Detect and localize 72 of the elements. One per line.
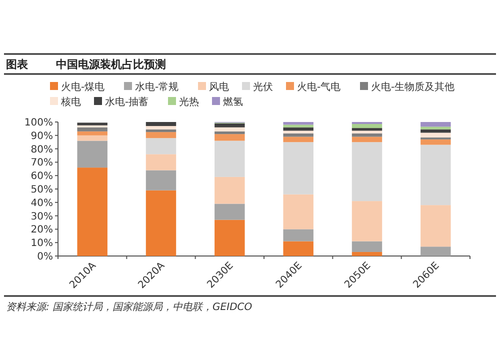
bar [146, 122, 176, 126]
bar [214, 204, 245, 220]
bar [146, 154, 176, 170]
bar [214, 176, 245, 204]
bar [214, 127, 245, 132]
bar [146, 126, 176, 130]
bar [352, 130, 382, 134]
legend-label: 光热 [179, 96, 199, 108]
bar [420, 144, 451, 206]
bar [352, 201, 382, 242]
bar [352, 142, 382, 202]
legend-label: 火电-煤电 [61, 81, 105, 93]
legend-label: 火电-生物质及其他 [371, 81, 455, 93]
bar [214, 140, 245, 177]
text: 图表 [6, 58, 29, 71]
legend-label: 燃氢 [223, 96, 243, 108]
bar [420, 246, 451, 256]
legend-label: 光伏 [253, 81, 273, 93]
y-tick-label: 20% [30, 224, 53, 236]
bar [214, 123, 245, 128]
bar [283, 124, 314, 128]
chart-title: 中国电源装机占比预测 [56, 58, 166, 71]
bar [214, 134, 245, 141]
legend-label: 核电 [60, 96, 81, 108]
y-tick-label: 30% [30, 211, 53, 222]
bar [420, 122, 451, 127]
bar [420, 132, 451, 138]
bar [283, 136, 314, 142]
bar [146, 138, 176, 154]
bar [283, 241, 314, 256]
y-tick-label: 60% [30, 171, 53, 182]
y-tick-label: 0% [37, 252, 53, 262]
bar [77, 127, 108, 132]
bar [77, 140, 108, 168]
legend-label: 水电-抽蓄 [105, 96, 149, 108]
y-tick-label: 50% [30, 184, 53, 196]
bar [352, 252, 382, 256]
legend-label: 水电-常规 [135, 81, 179, 93]
bar [77, 131, 108, 136]
bar [420, 129, 451, 133]
y-tick-label: 40% [30, 198, 53, 209]
bar [420, 205, 451, 247]
y-tick-label: 100% [24, 118, 53, 128]
bar [283, 130, 314, 134]
bar [352, 241, 382, 252]
bar [352, 128, 382, 131]
bar [77, 168, 108, 256]
bar [352, 124, 382, 128]
y-tick-label: 10% [30, 238, 53, 250]
bar [420, 126, 451, 130]
bar [146, 132, 176, 138]
text: 资料来源: 国家统计局，国家能源局，中电联，GEIDCO [6, 301, 252, 313]
legend-label: 风电 [209, 81, 229, 93]
bar [283, 229, 314, 242]
y-tick-label: 80% [30, 144, 53, 156]
bar [352, 136, 382, 142]
y-tick-label: 70% [30, 158, 53, 169]
bar [283, 142, 314, 194]
y-tick-label: 90% [30, 130, 53, 142]
bar [283, 133, 314, 137]
bar [420, 139, 451, 145]
bar [77, 122, 108, 126]
bar [146, 170, 176, 190]
bar [283, 127, 314, 131]
bar [214, 220, 245, 256]
bar [283, 194, 314, 230]
bar [146, 129, 176, 132]
bar [146, 190, 176, 256]
legend-label: 火电-气电 [297, 81, 341, 93]
bar [214, 131, 245, 134]
bar [283, 122, 314, 125]
bar [77, 135, 108, 141]
